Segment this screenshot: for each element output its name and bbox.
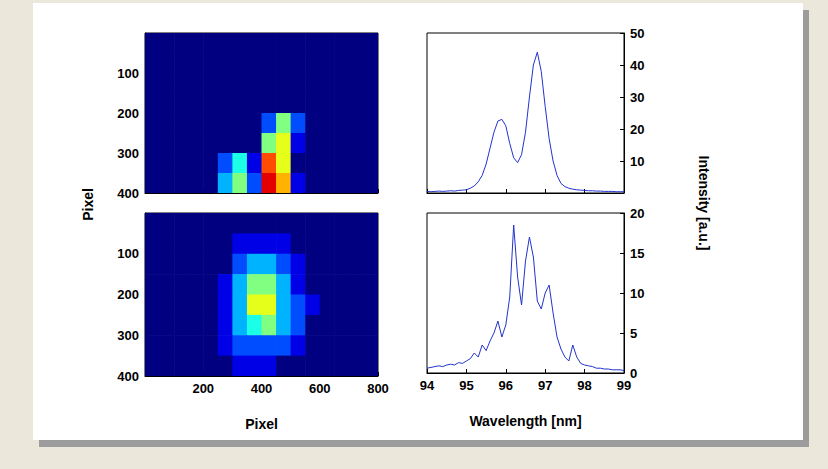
svg-text:400: 400 (117, 369, 139, 384)
svg-text:15: 15 (630, 246, 644, 261)
svg-text:100: 100 (117, 246, 139, 261)
svg-text:40: 40 (630, 58, 644, 73)
svg-text:300: 300 (117, 146, 139, 161)
svg-text:10: 10 (630, 154, 644, 169)
svg-text:99: 99 (617, 378, 631, 393)
svg-text:95: 95 (459, 378, 473, 393)
svg-text:97: 97 (538, 378, 552, 393)
svg-text:50: 50 (630, 26, 644, 41)
svg-text:400: 400 (117, 186, 139, 201)
svg-text:5: 5 (630, 326, 637, 341)
svg-text:400: 400 (251, 381, 273, 396)
svg-text:600: 600 (309, 381, 331, 396)
svg-text:800: 800 (367, 381, 389, 396)
svg-text:300: 300 (117, 328, 139, 343)
svg-text:Pixel: Pixel (245, 416, 278, 432)
svg-text:200: 200 (192, 381, 214, 396)
svg-text:20: 20 (630, 206, 644, 221)
svg-text:94: 94 (420, 378, 435, 393)
svg-text:Intensity [a.u.]: Intensity [a.u.] (696, 156, 712, 251)
svg-text:96: 96 (499, 378, 513, 393)
svg-text:20: 20 (630, 122, 644, 137)
svg-text:0: 0 (630, 365, 638, 381)
svg-text:200: 200 (117, 106, 139, 121)
svg-text:10: 10 (630, 286, 644, 301)
svg-text:Wavelength [nm]: Wavelength [nm] (469, 413, 581, 429)
svg-text:100: 100 (117, 66, 139, 81)
svg-text:200: 200 (117, 287, 139, 302)
svg-text:98: 98 (577, 378, 591, 393)
svg-text:30: 30 (630, 90, 644, 105)
svg-text:Pixel: Pixel (80, 188, 96, 221)
